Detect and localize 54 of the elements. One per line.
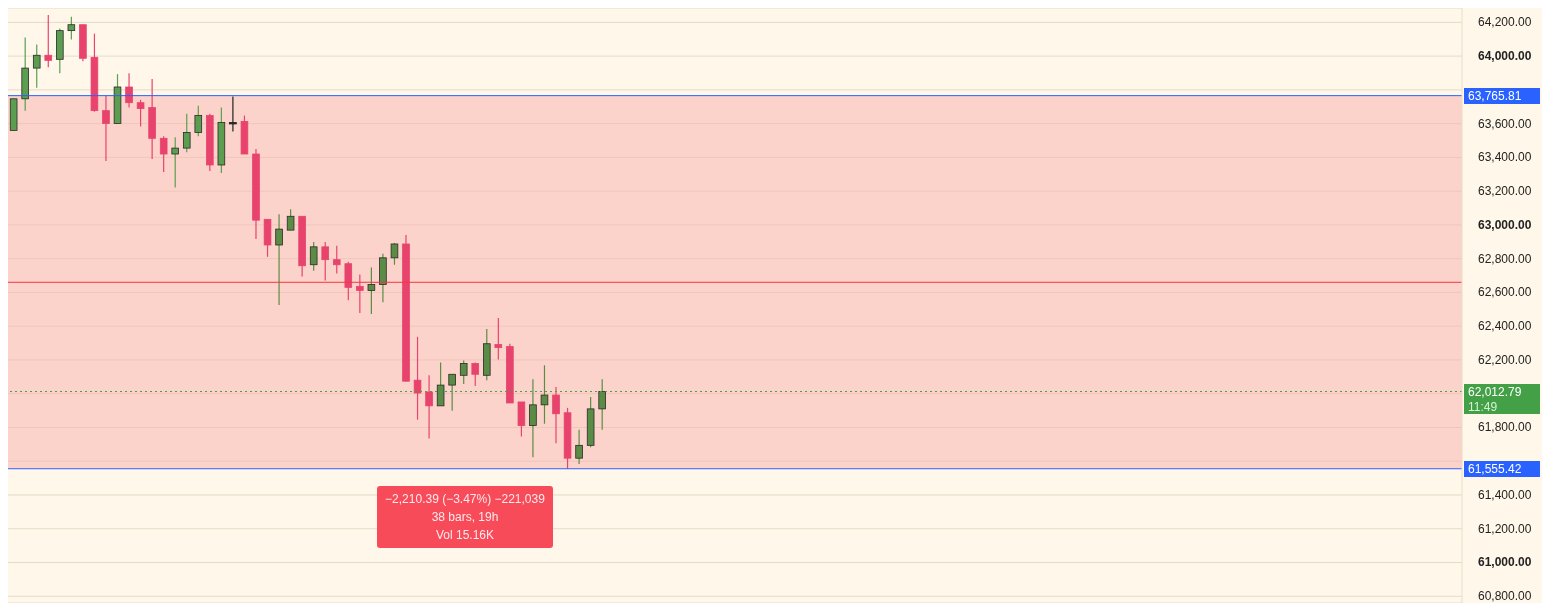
candlestick [171, 136, 179, 189]
annotation: Vol 15.16K [434, 527, 496, 544]
candlestick [229, 96, 237, 132]
y-tick-label: 61,200.00 [1478, 521, 1532, 536]
y-tick-label: 62,600.00 [1478, 285, 1532, 300]
y-tick-label: 64,000.00 [1478, 49, 1532, 64]
candlestick [459, 359, 468, 385]
y-tick-label: 61,400.00 [1478, 487, 1532, 502]
candlestick [32, 43, 41, 89]
candlestick [286, 208, 295, 231]
candlestick [102, 95, 110, 162]
y-tick-label: 61,000.00 [1478, 555, 1532, 570]
candlestick [436, 361, 445, 407]
candlestick [332, 245, 341, 275]
y-tick-label: 61,800.00 [1478, 420, 1532, 435]
candlestick [413, 336, 422, 421]
y-tick-label: 63,000.00 [1478, 217, 1532, 232]
candlestick [529, 378, 537, 458]
ref-line-label: 62,012.79 [1464, 383, 1540, 400]
y-tick-label: 62,200.00 [1478, 352, 1532, 367]
candlestick [425, 374, 433, 440]
candlestick [552, 386, 560, 444]
candlestick [540, 364, 549, 425]
annotation: 38 bars, 19h [430, 509, 500, 526]
candlestick [275, 213, 283, 306]
candlestick [575, 429, 583, 465]
candlestick [367, 267, 376, 315]
y-tick-label: 60,800.00 [1478, 589, 1532, 603]
y-tick-label: 63,600.00 [1478, 116, 1532, 131]
candlestick [194, 105, 203, 137]
ref-line-label: 61,555.42 [1464, 460, 1540, 477]
candlestick [125, 72, 133, 109]
y-tick-label: 62,800.00 [1478, 251, 1532, 266]
candlestick [136, 99, 145, 128]
candlestick [159, 135, 168, 173]
candlestick [321, 241, 329, 282]
y-tick-label: 63,400.00 [1478, 150, 1532, 165]
candlestick [494, 317, 503, 361]
text: 11:49 [1464, 399, 1540, 414]
candlestick [309, 241, 318, 272]
y-tick-label: 62,400.00 [1478, 319, 1532, 334]
ref-line-label: 63,765.81 [1464, 87, 1540, 104]
candlestick [448, 373, 456, 412]
annotation: −2,210.39 (−3.47%) −221,039 [384, 491, 546, 508]
candlestick [182, 113, 191, 153]
candlestick [67, 16, 76, 41]
candlestick [44, 14, 53, 68]
y-tick-label: 63,200.00 [1478, 184, 1532, 199]
candlestick [471, 361, 480, 387]
candlestick [344, 261, 353, 301]
candlestick [598, 378, 606, 431]
y-tick-label: 64,200.00 [1478, 15, 1532, 30]
candlestick [356, 273, 364, 314]
candlestick [517, 401, 526, 438]
